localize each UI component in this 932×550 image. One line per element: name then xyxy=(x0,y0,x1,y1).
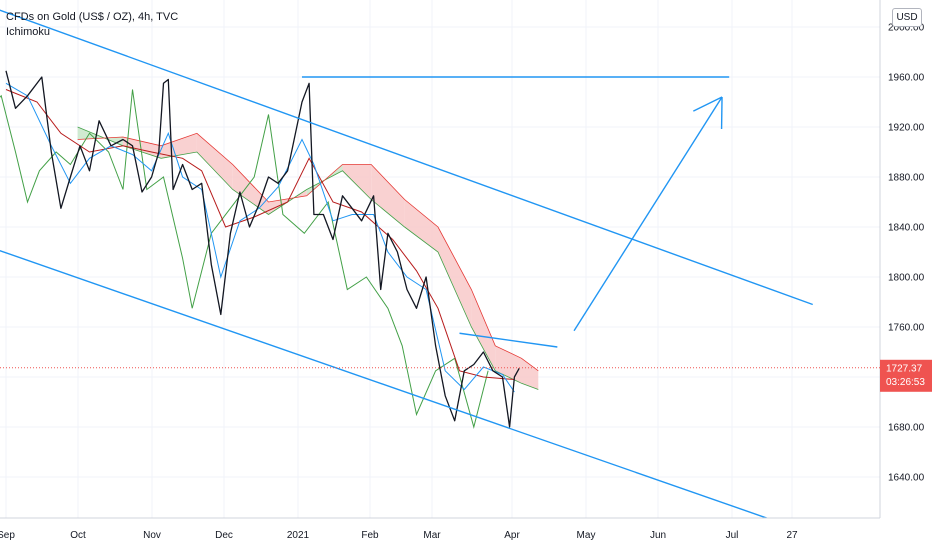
price-tick-label: 1960.00 xyxy=(888,73,925,84)
time-tick-label: Mar xyxy=(423,530,441,541)
price-tick-label: 1880.00 xyxy=(888,173,925,184)
price-tick-label: 1760.00 xyxy=(888,323,925,334)
price-tick-label: 1640.00 xyxy=(888,473,925,484)
cloud-segment xyxy=(161,133,197,159)
cloud-segment xyxy=(123,137,162,159)
price-tick-label: 1800.00 xyxy=(888,273,925,284)
price-tick-label: 1920.00 xyxy=(888,123,925,134)
time-tick-label: Feb xyxy=(361,530,379,541)
cloud-segment xyxy=(438,227,472,327)
bar-countdown: 03:26:53 xyxy=(886,377,925,388)
time-axis-bg xyxy=(0,518,932,550)
time-axis[interactable]: Sep Oct Nov Dec 2021 Feb Mar Apr May Jun Jul 27 xyxy=(0,517,932,550)
time-tick-label: Dec xyxy=(215,530,233,541)
cloud-segment xyxy=(521,358,539,390)
upper-channel-line xyxy=(0,9,813,306)
time-tick-label: May xyxy=(577,530,596,541)
chart-grid xyxy=(0,0,880,518)
cloud-segment xyxy=(404,199,438,252)
ichimoku-cloud xyxy=(77,126,539,390)
projection-arrow xyxy=(573,96,723,332)
price-tick-label: 1680.00 xyxy=(888,423,925,434)
projection-arrow-head xyxy=(693,96,723,112)
time-tick-label: Apr xyxy=(504,530,520,541)
cloud-segment xyxy=(371,164,405,227)
cloud-segment xyxy=(196,133,233,190)
time-tick-label: 27 xyxy=(786,530,798,541)
kijun-sen-line xyxy=(5,89,515,380)
last-price-badge: 1727.37 03:26:53 xyxy=(0,359,932,392)
price-axis-bg xyxy=(880,0,932,550)
price-tick-label: 1840.00 xyxy=(888,223,925,234)
gold-price-line xyxy=(5,70,520,428)
time-tick-label: 2021 xyxy=(287,530,310,541)
lower-channel-line xyxy=(0,249,775,522)
currency-button[interactable]: USD xyxy=(892,8,922,27)
last-price-value: 1727.37 xyxy=(886,363,923,374)
time-tick-label: Jul xyxy=(726,530,739,541)
senkou-span-b-line xyxy=(77,132,539,372)
price-series xyxy=(0,70,520,429)
cloud-segment xyxy=(471,289,496,371)
time-tick-label: Sep xyxy=(0,530,15,541)
cloud-segment xyxy=(495,345,522,384)
price-tick-label: 2000.00 xyxy=(888,23,925,34)
trend-drawings[interactable] xyxy=(0,2,813,522)
chart-legend: CFDs on Gold (US$ / OZ), 4h, TVC Ichimok… xyxy=(6,10,178,40)
symbol-title[interactable]: CFDs on Gold (US$ / OZ), 4h, TVC xyxy=(6,11,179,23)
short-trendline xyxy=(459,332,558,348)
indicator-label[interactable]: Ichimoku xyxy=(6,26,51,38)
price-axis[interactable]: 1640.001680.001720.001760.001800.001840.… xyxy=(879,0,932,550)
cloud-segment xyxy=(342,164,372,200)
time-tick-label: Oct xyxy=(70,530,86,541)
time-tick-label: Jun xyxy=(650,530,666,541)
last-price-badge-bg xyxy=(880,359,932,392)
chikou-span-line xyxy=(0,89,489,429)
tenkan-sen-line xyxy=(5,82,515,393)
cloud-segment xyxy=(232,164,269,215)
time-tick-label: Nov xyxy=(143,530,161,541)
